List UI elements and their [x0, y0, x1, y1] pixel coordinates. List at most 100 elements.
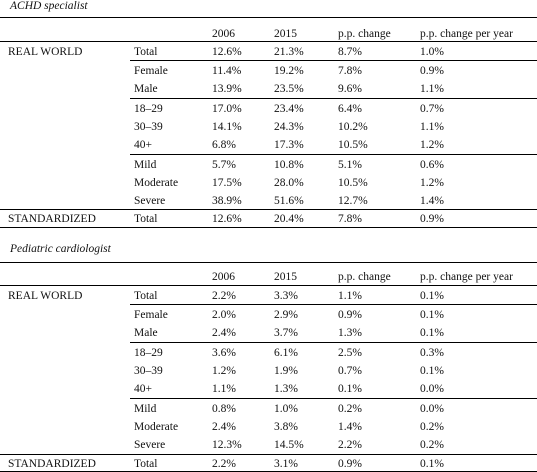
group-rule [130, 154, 537, 155]
row-label: Severe [134, 439, 166, 451]
header-pp-change: p.p. change [338, 271, 391, 283]
cell-2015: 1.3% [274, 383, 298, 395]
cell-2006: 12.6% [212, 46, 242, 58]
cell-pp-change: 8.7% [338, 46, 362, 58]
cell-2006: 12.6% [212, 213, 242, 225]
cell-pp-change-per-year: 0.7% [420, 103, 444, 115]
cell-pp-change: 9.6% [338, 83, 362, 95]
cell-2015: 51.6% [274, 195, 304, 207]
cell-pp-change-per-year: 1.0% [420, 46, 444, 58]
section-caption: Pediatric cardiologist [10, 243, 111, 255]
cell-2015: 6.1% [274, 347, 298, 359]
cell-pp-change-per-year: 1.1% [420, 83, 444, 95]
cell-pp-change: 0.7% [338, 365, 362, 377]
row-label: Total [134, 46, 158, 58]
cell-2006: 0.8% [212, 403, 236, 415]
cell-2015: 20.4% [274, 213, 304, 225]
cell-2015: 3.8% [274, 421, 298, 433]
group-label-real-world: REAL WORLD [8, 290, 83, 302]
cell-pp-change-per-year: 1.1% [420, 121, 444, 133]
cell-2015: 1.0% [274, 403, 298, 415]
row-label: 18–29 [134, 347, 163, 359]
row-label: 40+ [134, 139, 152, 151]
row-label: Female [134, 309, 168, 321]
cell-pp-change: 0.1% [338, 383, 362, 395]
cell-pp-change: 10.5% [338, 139, 368, 151]
header-pp-change-per-year: p.p. change per year [420, 271, 513, 283]
header-rule [0, 285, 537, 286]
group-rule [130, 60, 537, 61]
cell-pp-change: 10.2% [338, 121, 368, 133]
cell-2015: 21.3% [274, 46, 304, 58]
group-label-standardized: STANDARDIZED [8, 458, 96, 470]
cell-pp-change-per-year: 0.9% [420, 213, 444, 225]
cell-2006: 13.9% [212, 83, 242, 95]
cell-pp-change-per-year: 0.1% [420, 327, 444, 339]
cell-pp-change: 0.9% [338, 458, 362, 470]
cell-2015: 3.1% [274, 458, 298, 470]
cell-2006: 11.4% [212, 65, 242, 77]
cell-2015: 2.9% [274, 309, 298, 321]
row-label: 40+ [134, 383, 152, 395]
standardized-rule [0, 209, 537, 210]
cell-2006: 2.2% [212, 458, 236, 470]
row-label: 30–39 [134, 121, 163, 133]
cell-2006: 2.0% [212, 309, 236, 321]
row-label: 18–29 [134, 103, 163, 115]
cell-2015: 3.3% [274, 290, 298, 302]
row-label: 30–39 [134, 365, 163, 377]
row-label: Male [134, 83, 158, 95]
cell-pp-change-per-year: 0.6% [420, 159, 444, 171]
cell-pp-change: 5.1% [338, 159, 362, 171]
cell-2015: 17.3% [274, 139, 304, 151]
cell-2006: 5.7% [212, 159, 236, 171]
cell-pp-change-per-year: 1.4% [420, 195, 444, 207]
cell-pp-change-per-year: 0.2% [420, 439, 444, 451]
header-2006: 2006 [212, 271, 235, 283]
cell-pp-change: 0.2% [338, 403, 362, 415]
cell-pp-change-per-year: 0.9% [420, 65, 444, 77]
cell-2015: 23.5% [274, 83, 304, 95]
cell-2015: 23.4% [274, 103, 304, 115]
cell-pp-change: 12.7% [338, 195, 368, 207]
cell-2006: 1.1% [212, 383, 236, 395]
group-rule [130, 304, 537, 305]
standardized-rule [0, 454, 537, 455]
cell-2006: 1.2% [212, 365, 236, 377]
cell-pp-change-per-year: 0.1% [420, 309, 444, 321]
top-rule [0, 262, 537, 263]
cell-pp-change-per-year: 0.2% [420, 421, 444, 433]
cell-2015: 10.8% [274, 159, 304, 171]
cell-pp-change-per-year: 0.3% [420, 347, 444, 359]
cell-pp-change: 0.9% [338, 309, 362, 321]
header-pp-change: p.p. change [338, 28, 391, 40]
cell-pp-change: 7.8% [338, 213, 362, 225]
cell-2006: 2.4% [212, 327, 236, 339]
top-rule [0, 17, 537, 18]
header-2015: 2015 [274, 271, 297, 283]
cell-pp-change-per-year: 1.2% [420, 139, 444, 151]
cell-pp-change: 2.5% [338, 347, 362, 359]
cell-pp-change: 10.5% [338, 177, 368, 189]
cell-2015: 1.9% [274, 365, 298, 377]
cell-2015: 3.7% [274, 327, 298, 339]
cell-2006: 6.8% [212, 139, 236, 151]
cell-pp-change-per-year: 0.1% [420, 365, 444, 377]
header-2015: 2015 [274, 28, 297, 40]
row-label: Moderate [134, 421, 179, 433]
cell-2006: 17.0% [212, 103, 242, 115]
header-rule [0, 41, 537, 42]
row-label: Moderate [134, 177, 179, 189]
header-pp-change-per-year: p.p. change per year [420, 28, 513, 40]
group-label-standardized: STANDARDIZED [8, 213, 96, 225]
cell-2006: 17.5% [212, 177, 242, 189]
cell-2015: 28.0% [274, 177, 304, 189]
group-rule [130, 98, 537, 99]
cell-2006: 38.9% [212, 195, 242, 207]
cell-pp-change-per-year: 1.2% [420, 177, 444, 189]
row-label: Total [134, 213, 158, 225]
row-label: Female [134, 65, 168, 77]
cell-2006: 12.3% [212, 439, 242, 451]
bottom-rule [0, 227, 537, 228]
cell-pp-change: 1.4% [338, 421, 362, 433]
